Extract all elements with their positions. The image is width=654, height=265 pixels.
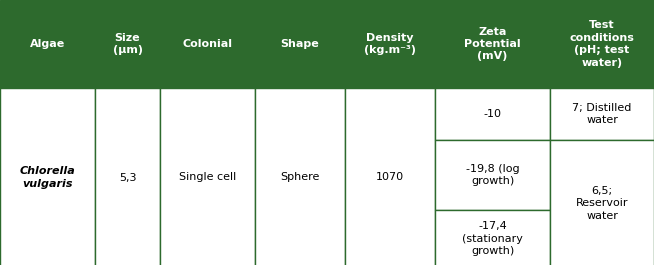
Text: 1070: 1070 [376,173,404,183]
Bar [160,0,255,88]
Bar [550,140,654,265]
Bar [435,88,550,140]
Text: 5,3: 5,3 [119,173,136,183]
Text: Algae: Algae [30,39,65,49]
Text: -17,4
(stationary
growth): -17,4 (stationary growth) [462,221,523,256]
Text: -19,8 (log
growth): -19,8 (log growth) [466,164,519,186]
Text: Density
(kg.m⁻³): Density (kg.m⁻³) [364,33,416,55]
Text: Zeta
Potential
(mV): Zeta Potential (mV) [464,26,521,61]
Text: Sphere: Sphere [281,173,320,183]
Bar [255,0,345,88]
Bar [255,88,345,265]
Bar [0,88,95,265]
Text: -10: -10 [483,109,502,119]
Bar [95,88,160,265]
Text: Test
conditions
(pH; test
water): Test conditions (pH; test water) [570,20,634,68]
Text: 7; Distilled
water: 7; Distilled water [572,103,632,125]
Bar [435,140,550,210]
Bar [435,210,550,265]
Text: Colonial: Colonial [182,39,233,49]
Bar [435,0,550,88]
Bar [345,0,435,88]
Bar [95,0,160,88]
Text: Shape: Shape [281,39,319,49]
Text: Size
(μm): Size (μm) [112,33,143,55]
Bar [550,0,654,88]
Text: 6,5;
Reservoir
water: 6,5; Reservoir water [576,186,628,221]
Bar [345,88,435,265]
Text: Single cell: Single cell [179,173,236,183]
Bar [160,88,255,265]
Bar [0,0,95,88]
Bar [550,88,654,140]
Text: Chlorella
vulgaris: Chlorella vulgaris [20,166,75,189]
